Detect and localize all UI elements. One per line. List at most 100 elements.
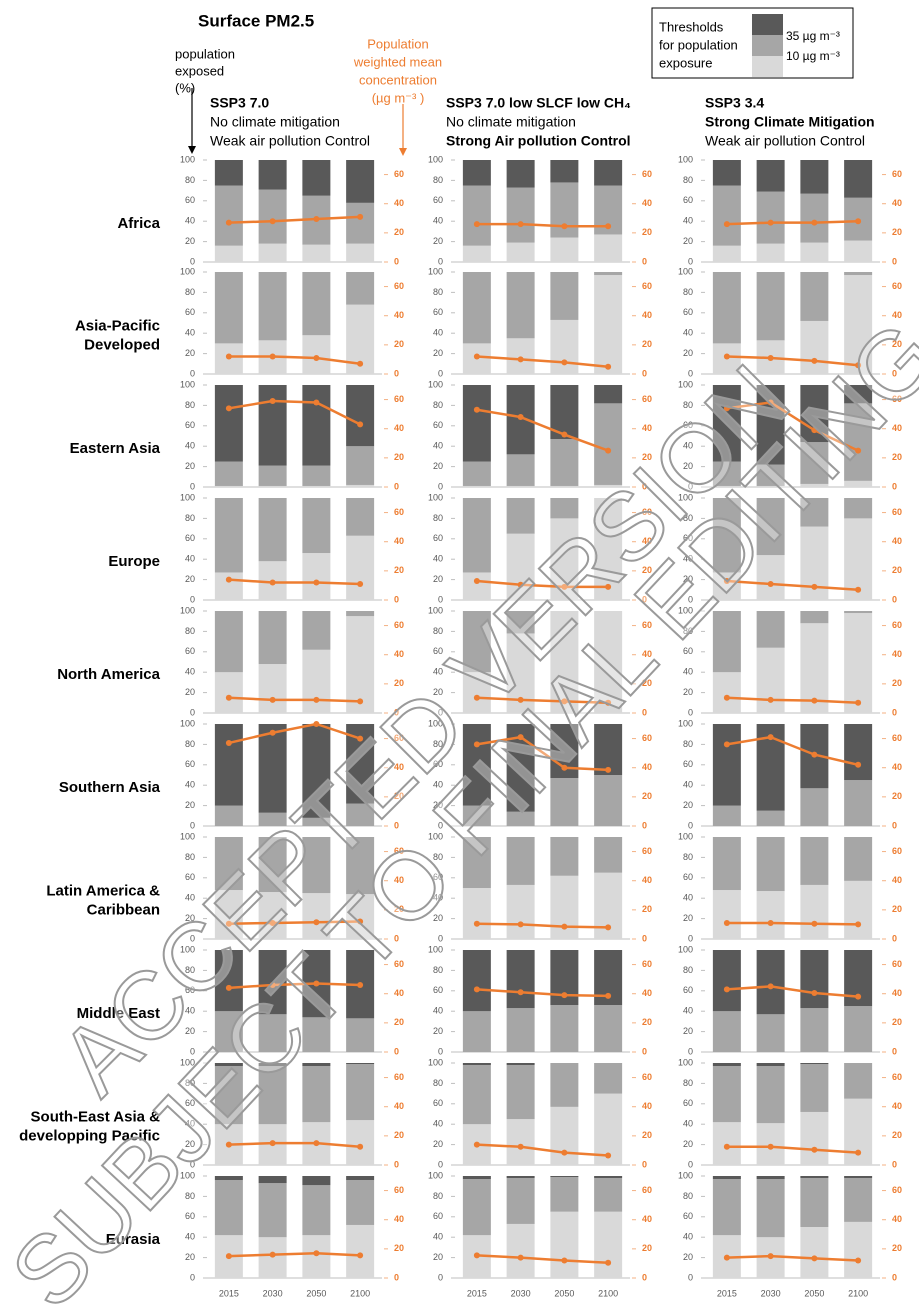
y2-tick-label: 60 (892, 281, 902, 291)
line-point (561, 1257, 568, 1264)
y2-tick-label: 60 (642, 281, 652, 291)
y2-tick-label: 40 (642, 988, 652, 998)
bar-segment (506, 1065, 535, 1120)
line-point (811, 697, 818, 704)
legend-swatch (752, 56, 783, 77)
line-point (767, 1143, 774, 1150)
bar-segment (302, 1176, 331, 1186)
line-series (726, 696, 859, 705)
y-tick-label: 40 (433, 328, 443, 338)
y2-tick-label: 60 (892, 394, 902, 404)
y2-tick-label: 20 (642, 227, 652, 237)
y2-tick-label: 20 (642, 904, 652, 914)
y-tick-label: 60 (683, 985, 693, 995)
y2-tick-label: 40 (394, 198, 404, 208)
x-tick-label: 2050 (306, 1288, 326, 1298)
bar-segment (346, 803, 375, 826)
line-point (357, 360, 364, 367)
y-tick-label: 60 (433, 985, 443, 995)
y-tick-label: 40 (433, 667, 443, 677)
y-tick-label: 0 (190, 1159, 195, 1169)
bar-segment (506, 272, 535, 339)
bar-segment (462, 461, 491, 486)
bar-segment (800, 884, 829, 939)
line-point (723, 353, 730, 360)
bar-segment (844, 160, 873, 198)
line-point (313, 980, 320, 987)
y-tick-label: 0 (438, 1272, 443, 1282)
line-point (811, 920, 818, 927)
y-tick-label: 20 (683, 800, 693, 810)
y-tick-label: 40 (683, 216, 693, 226)
bar-segment (214, 724, 243, 806)
line-series (228, 578, 361, 586)
bar-segment (844, 611, 873, 614)
y-tick-label: 80 (683, 1191, 693, 1201)
bar-segment (346, 611, 375, 617)
y2-tick-label: 40 (892, 649, 902, 659)
y-tick-label: 60 (433, 533, 443, 543)
y-tick-label: 80 (433, 287, 443, 297)
y2-tick-label: 20 (642, 1243, 652, 1253)
y-tick-label: 80 (433, 1078, 443, 1088)
y2-tick-label: 40 (642, 536, 652, 546)
bar-segment (800, 1227, 829, 1278)
right-axis-label: weighted mean (353, 54, 442, 69)
bar-segment (844, 272, 873, 276)
y2-tick-label: 20 (892, 1243, 902, 1253)
y2-tick-label: 40 (892, 1101, 902, 1111)
line-point (225, 1141, 232, 1148)
y-tick-label: 60 (683, 533, 693, 543)
bar-segment (844, 1006, 873, 1052)
y-tick-label: 0 (688, 368, 693, 378)
y-tick-label: 60 (433, 195, 443, 205)
bar-segment (756, 160, 785, 192)
y-tick-label: 100 (428, 605, 443, 615)
y2-tick-label: 0 (642, 1159, 647, 1169)
y2-tick-label: 60 (394, 959, 404, 969)
line-point (723, 578, 730, 585)
watermark: ACCEPTED VERSION (40, 345, 810, 1115)
line-series (228, 722, 361, 745)
line-point (561, 223, 568, 230)
bar-segment (594, 234, 623, 262)
y-tick-label: 80 (683, 852, 693, 862)
y-tick-label: 60 (433, 759, 443, 769)
region-label: Africa (117, 215, 160, 232)
y2-tick-label: 0 (892, 1046, 897, 1056)
bar-segment (506, 1223, 535, 1278)
y2-tick-label: 40 (394, 875, 404, 885)
line-series (726, 1145, 859, 1154)
y-tick-label: 100 (180, 266, 195, 276)
bar-segment (756, 191, 785, 244)
y-tick-label: 100 (180, 1170, 195, 1180)
bar-segment (214, 890, 243, 939)
y2-tick-label: 0 (892, 820, 897, 830)
y-tick-label: 0 (438, 1046, 443, 1056)
bar-segment (346, 202, 375, 244)
line-point (605, 992, 612, 999)
bar-segment (712, 272, 741, 344)
bar-segment (346, 385, 375, 447)
y2-tick-label: 0 (642, 481, 647, 491)
left-axis-label: exposed (175, 63, 224, 78)
y-tick-label: 0 (438, 933, 443, 943)
y-tick-label: 60 (185, 872, 195, 882)
line-point (811, 583, 818, 590)
y-tick-label: 0 (438, 368, 443, 378)
y-tick-label: 40 (185, 328, 195, 338)
y2-tick-label: 0 (892, 368, 897, 378)
bar-segment (594, 1211, 623, 1278)
line-point (473, 1141, 480, 1148)
line-point (811, 751, 818, 758)
y-tick-label: 20 (185, 236, 195, 246)
line-point (269, 353, 276, 360)
bar-segment (506, 811, 535, 826)
bar-segment (550, 485, 579, 487)
line-point (811, 1146, 818, 1153)
bar-segment (258, 243, 287, 262)
y-tick-label: 100 (678, 944, 693, 954)
bar-segment (258, 724, 287, 813)
bar-segment (506, 187, 535, 243)
